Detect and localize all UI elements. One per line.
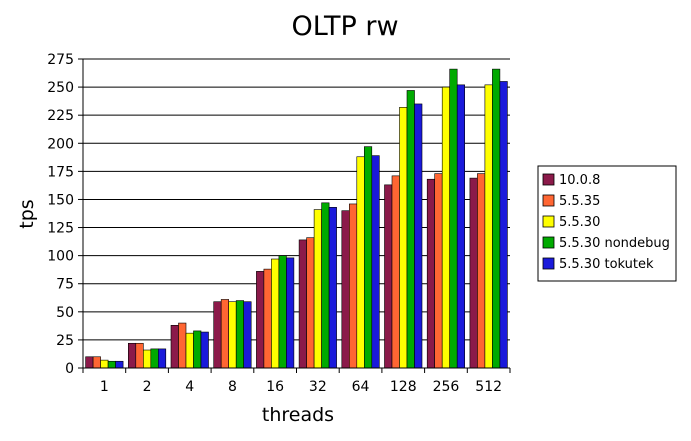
bar xyxy=(170,325,179,369)
bar xyxy=(235,300,244,369)
bar xyxy=(499,81,508,369)
bar xyxy=(306,237,315,369)
bar xyxy=(328,207,337,369)
bar xyxy=(469,177,478,369)
bar xyxy=(271,258,280,369)
bar xyxy=(414,103,423,369)
bars xyxy=(85,68,508,369)
bar xyxy=(263,268,272,369)
bar xyxy=(313,209,322,369)
bar xyxy=(150,348,159,369)
y-tick-label: 125 xyxy=(47,221,74,237)
legend-label: 5.5.30 xyxy=(559,215,600,230)
y-tick-label: 25 xyxy=(56,333,74,349)
bar xyxy=(143,349,152,369)
legend-swatch xyxy=(542,236,555,249)
bar xyxy=(426,178,436,369)
y-tick-label: 100 xyxy=(47,249,74,265)
bar xyxy=(220,299,229,369)
x-tick-label: 1 xyxy=(100,379,109,395)
y-axis-label: tps xyxy=(16,199,38,228)
legend-label: 5.5.30 tokutek xyxy=(559,257,654,272)
bar xyxy=(85,356,94,369)
legend-label: 5.5.35 xyxy=(559,194,600,209)
bar xyxy=(135,342,144,369)
legend-swatch xyxy=(542,257,555,270)
bar xyxy=(158,348,167,369)
bar xyxy=(434,173,443,369)
y-tick-label: 250 xyxy=(47,80,74,96)
bar xyxy=(341,210,350,369)
bar xyxy=(391,175,400,369)
bar xyxy=(115,360,124,369)
x-tick-label: 16 xyxy=(266,379,284,395)
bar xyxy=(348,203,358,369)
bar xyxy=(356,156,365,369)
chart-title: OLTP rw xyxy=(291,11,398,42)
legend: 10.0.8 5.5.35 5.5.30 5.5.30 nondebug 5.5.30 … xyxy=(537,165,677,282)
y-tick-label: 150 xyxy=(47,192,74,208)
bar xyxy=(371,155,380,369)
x-tick-label: 512 xyxy=(475,379,502,395)
x-tick-label: 256 xyxy=(433,379,460,395)
bar xyxy=(200,331,209,369)
legend-swatch xyxy=(542,173,555,186)
bar xyxy=(107,360,116,369)
bar xyxy=(441,86,451,369)
legend-swatch xyxy=(542,215,555,228)
y-tick-label: 175 xyxy=(47,164,74,180)
bar xyxy=(100,359,109,369)
bar xyxy=(363,146,373,369)
y-tick-label: 50 xyxy=(56,305,74,321)
legend-label: 10.0.8 xyxy=(559,173,600,188)
legend-swatch xyxy=(542,194,555,207)
bar xyxy=(449,68,458,369)
gridlines xyxy=(83,58,510,369)
bar xyxy=(384,184,393,369)
bar xyxy=(484,84,493,369)
bar xyxy=(456,84,466,369)
bar xyxy=(321,202,330,369)
bar xyxy=(243,301,252,369)
y-tick-label: 275 xyxy=(47,52,74,68)
bar xyxy=(298,239,307,369)
x-tick-label: 64 xyxy=(352,379,370,395)
legend-label: 5.5.30 nondebug xyxy=(559,236,670,251)
x-tick-label: 4 xyxy=(185,379,194,395)
bar xyxy=(185,332,194,369)
bar xyxy=(128,342,137,369)
bar xyxy=(178,322,187,369)
bar xyxy=(406,90,415,369)
bar xyxy=(477,173,486,369)
x-axis-label: threads xyxy=(262,404,334,426)
y-tick-label: 225 xyxy=(47,108,74,124)
y-tick-label: 200 xyxy=(47,136,74,152)
bar xyxy=(278,255,287,369)
x-tick-label: 32 xyxy=(309,379,327,395)
bar xyxy=(193,330,202,369)
y-tick-label: 75 xyxy=(56,277,74,293)
legend-box xyxy=(537,165,677,282)
x-tick-label: 128 xyxy=(390,379,417,395)
bar xyxy=(256,271,265,369)
bar xyxy=(228,301,237,369)
bar xyxy=(399,107,408,369)
x-tick-label: 8 xyxy=(228,379,237,395)
bar xyxy=(213,301,222,369)
bar xyxy=(492,68,501,369)
bar xyxy=(92,356,101,369)
bar xyxy=(286,257,295,369)
y-tick-label: 0 xyxy=(65,361,74,377)
x-tick-label: 2 xyxy=(143,379,152,395)
axes: 0 25 50 75 100 125 150 175 200 225 250 275 1 2 4 8 16 32 6… xyxy=(47,52,511,395)
